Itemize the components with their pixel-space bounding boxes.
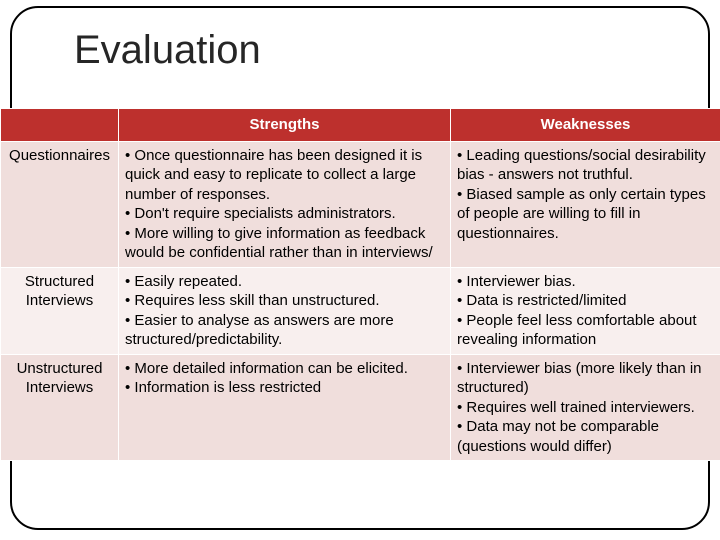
- table-row: Structured Interviews • Easily repeated.…: [1, 267, 720, 354]
- cell-weaknesses: • Interviewer bias.• Data is restricted/…: [451, 267, 720, 354]
- cell-weaknesses: • Leading questions/social desirability …: [451, 141, 720, 267]
- table-row: Unstructured Interviews • More detailed …: [1, 354, 720, 461]
- row-label-unstructured: Unstructured Interviews: [1, 354, 119, 461]
- row-label-structured: Structured Interviews: [1, 267, 119, 354]
- header-weaknesses: Weaknesses: [451, 109, 720, 142]
- cell-weaknesses: • Interviewer bias (more likely than in …: [451, 354, 720, 461]
- header-blank: [1, 109, 119, 142]
- evaluation-table-wrap: Strengths Weaknesses Questionnaires • On…: [0, 108, 720, 540]
- table-row: Questionnaires • Once questionnaire has …: [1, 141, 720, 267]
- cell-strengths: • More detailed information can be elici…: [119, 354, 451, 461]
- table-header-row: Strengths Weaknesses: [1, 109, 720, 142]
- row-label-questionnaires: Questionnaires: [1, 141, 119, 267]
- evaluation-table: Strengths Weaknesses Questionnaires • On…: [0, 108, 720, 461]
- cell-strengths: • Once questionnaire has been designed i…: [119, 141, 451, 267]
- slide-title: Evaluation: [74, 28, 261, 73]
- header-strengths: Strengths: [119, 109, 451, 142]
- cell-strengths: • Easily repeated.• Requires less skill …: [119, 267, 451, 354]
